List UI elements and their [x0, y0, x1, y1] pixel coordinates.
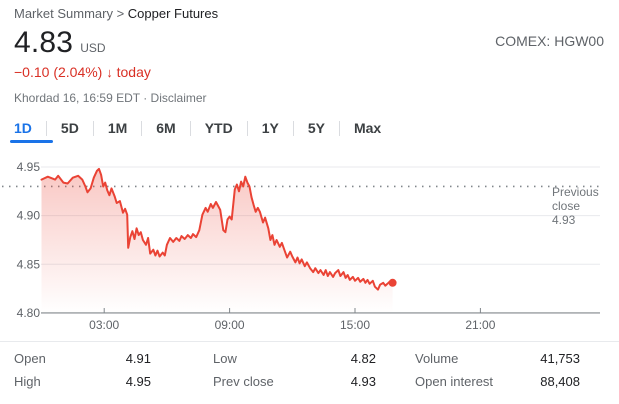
tab-6m[interactable]: 6M [156, 120, 176, 136]
price-line [40, 167, 394, 291]
stat-high: High 4.95 [14, 370, 151, 393]
tab-separator [189, 120, 191, 136]
stat-open: Open 4.91 [14, 347, 151, 370]
stat-value: 4.91 [125, 351, 151, 366]
tab-5d[interactable]: 5D [60, 120, 79, 136]
stat-label: Prev close [213, 374, 274, 389]
x-axis-labels: 03:00 09:00 15:00 21:00 [89, 318, 496, 332]
svg-text:4.93: 4.93 [552, 213, 576, 227]
change-period: today [116, 64, 151, 80]
x-axis-label: 03:00 [89, 318, 119, 332]
tab-ytd[interactable]: YTD [204, 120, 233, 136]
stats-table: Open 4.91 High 4.95 Low 4.82 Prev close … [0, 341, 619, 404]
exchange-ticker: COMEX: HGW00 [495, 33, 604, 49]
tab-separator [338, 120, 340, 136]
tab-max[interactable]: Max [353, 120, 382, 136]
stat-value: 4.93 [350, 374, 376, 389]
stat-label: High [14, 374, 41, 389]
breadcrumb: Market Summary > Copper Futures [14, 6, 218, 21]
current-point-dot [388, 278, 397, 287]
tab-separator [141, 120, 143, 136]
tab-separator [45, 120, 47, 136]
tab-1d[interactable]: 1D [10, 113, 53, 143]
y-axis-label: 4.90 [17, 209, 41, 223]
price-area [41, 168, 393, 313]
tab-separator [246, 120, 248, 136]
price-row: 4.83 USD [14, 26, 106, 60]
stat-open-interest: Open interest 88,408 [415, 370, 580, 393]
range-tabs: 1D 5D 1M 6M YTD 1Y 5Y Max [10, 113, 395, 143]
stat-value: 88,408 [540, 374, 580, 389]
stat-label: Volume [415, 351, 459, 366]
breadcrumb-current: Copper Futures [127, 6, 219, 21]
change-amount: −0.10 (2.04%) [14, 64, 103, 80]
stat-value: 41,753 [540, 351, 580, 366]
y-axis-label: 4.85 [17, 257, 41, 271]
x-axis-label: 21:00 [465, 318, 495, 332]
stat-label: Open [14, 351, 46, 366]
x-axis-ticks [103, 308, 481, 313]
stat-label: Open interest [415, 374, 494, 389]
dot-separator: · [139, 91, 151, 105]
stat-value: 4.95 [125, 374, 151, 389]
x-axis-label: 15:00 [340, 318, 370, 332]
price-change: −0.10 (2.04%) ↓ today [14, 64, 151, 80]
svg-text:Previous: Previous [552, 185, 599, 199]
quote-meta: Khordad 16, 16:59 EDT · Disclaimer [14, 91, 207, 105]
previous-close-label: Previous close 4.93 [552, 185, 599, 227]
current-price: 4.83 [14, 26, 74, 59]
x-axis-label: 09:00 [215, 318, 245, 332]
tab-1m[interactable]: 1M [107, 120, 128, 136]
svg-text:close: close [552, 199, 580, 213]
arrow-down-icon: ↓ [106, 65, 113, 80]
breadcrumb-separator: > [112, 6, 128, 21]
tab-separator [92, 120, 94, 136]
stat-prev-close: Prev close 4.93 [213, 370, 376, 393]
timestamp: Khordad 16, 16:59 EDT [14, 91, 140, 105]
tab-5y[interactable]: 5Y [307, 120, 325, 136]
breadcrumb-market-summary[interactable]: Market Summary [14, 6, 113, 21]
stat-label: Low [213, 351, 237, 366]
y-axis-label: 4.80 [17, 306, 41, 320]
y-axis-labels: 4.95 4.90 4.85 4.80 [17, 160, 41, 320]
tab-1y[interactable]: 1Y [261, 120, 279, 136]
y-axis-label: 4.95 [17, 160, 41, 174]
stat-value: 4.82 [350, 351, 376, 366]
tab-separator [292, 120, 294, 136]
stat-low: Low 4.82 [213, 347, 376, 370]
currency-label: USD [80, 41, 106, 55]
disclaimer-link[interactable]: Disclaimer [150, 91, 207, 105]
stat-volume: Volume 41,753 [415, 347, 580, 370]
